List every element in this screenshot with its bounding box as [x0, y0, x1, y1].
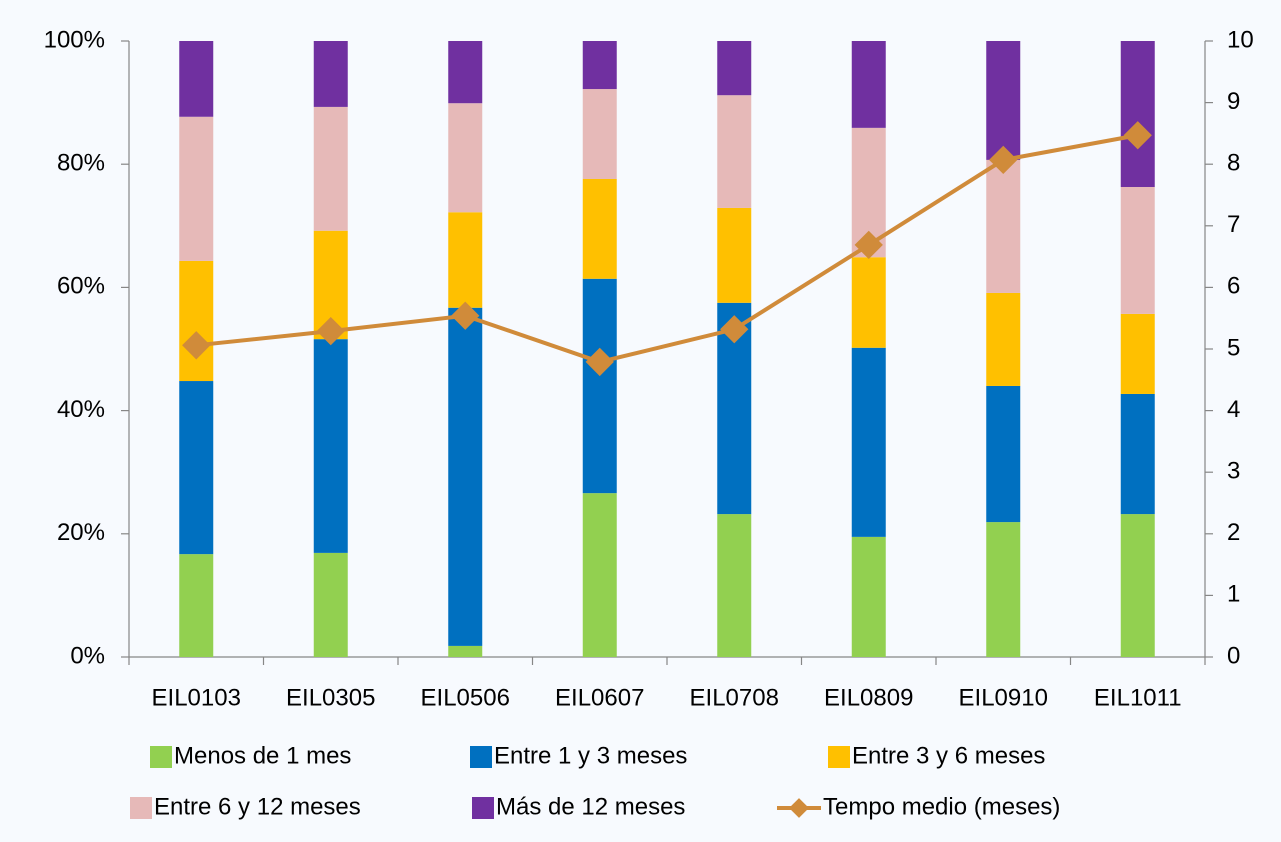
bar-segment	[717, 41, 752, 96]
bar-segment	[717, 95, 752, 208]
bar-segment	[986, 522, 1021, 657]
legend-label: Entre 3 y 6 meses	[852, 742, 1045, 769]
y2-tick-label: 7	[1227, 211, 1240, 238]
y2-tick-label: 10	[1227, 26, 1254, 53]
legend-swatch	[150, 746, 172, 768]
bar-segment	[1120, 313, 1155, 394]
bar-segment	[986, 159, 1021, 293]
bar-segment	[179, 381, 214, 555]
marker	[1123, 121, 1152, 150]
y2-tick-label: 6	[1227, 273, 1240, 300]
y2-tick-label: 0	[1227, 642, 1240, 669]
x-tick-label: EIL0103	[152, 684, 241, 711]
bar-segment	[313, 41, 348, 107]
marker	[854, 230, 883, 260]
bar-segment	[582, 41, 617, 90]
legend-swatch	[470, 746, 492, 768]
bar-segment	[179, 116, 214, 261]
y2-tick-label: 9	[1227, 88, 1240, 115]
bar-segment	[582, 178, 617, 279]
bar-segment	[448, 307, 483, 646]
bar-segment	[717, 207, 752, 303]
bar-segment	[851, 347, 886, 537]
x-tick-label: EIL0809	[824, 684, 913, 711]
x-tick-label: EIL0910	[959, 684, 1048, 711]
line	[196, 133, 1139, 365]
bar-segment	[986, 292, 1021, 386]
marker	[316, 316, 345, 346]
legend-label: Entre 6 y 12 meses	[154, 793, 361, 820]
x-tick-label: EIL0506	[421, 684, 510, 711]
bar-segment	[582, 493, 617, 657]
bar-segment	[582, 89, 617, 179]
marker	[451, 301, 480, 330]
bar-segment	[448, 645, 483, 657]
marker	[720, 315, 749, 344]
bar-segment	[851, 257, 886, 348]
bar-segment	[717, 514, 752, 657]
marker	[585, 347, 614, 377]
legend-swatch	[130, 797, 152, 819]
bar-segment	[582, 278, 617, 494]
bar-segment	[448, 103, 483, 213]
y2-tick-label: 2	[1227, 519, 1240, 546]
y2-tick-label: 4	[1227, 396, 1240, 423]
legend-marker	[789, 798, 809, 818]
x-tick-label: EIL0305	[286, 684, 375, 711]
legend-swatch	[472, 797, 494, 819]
bar-segment	[1120, 393, 1155, 515]
y-tick-label: 20%	[57, 519, 105, 546]
legend-swatch	[828, 746, 850, 768]
bar-segment	[851, 536, 886, 657]
bar-segment	[313, 106, 348, 231]
legend-label: Menos de 1 mes	[174, 742, 351, 769]
bar-segment	[1120, 186, 1155, 314]
x-tick-label: EIL1011	[1094, 684, 1182, 711]
y-tick-label: 100%	[44, 26, 105, 53]
marker	[989, 145, 1018, 175]
bar-segment	[179, 41, 214, 117]
y-tick-label: 60%	[57, 273, 105, 300]
y-tick-label: 40%	[57, 396, 105, 423]
bar-segment	[1120, 41, 1155, 187]
bar-segment	[179, 554, 214, 657]
bar-segment	[179, 260, 214, 382]
bar-segment	[986, 385, 1021, 523]
bar-segment	[448, 41, 483, 104]
bar-segment	[448, 212, 483, 308]
bar-segment	[313, 552, 348, 657]
bar-segment	[1120, 514, 1155, 657]
bar-segment	[986, 41, 1021, 160]
y2-tick-label: 1	[1227, 581, 1240, 608]
y2-tick-label: 8	[1227, 150, 1240, 177]
bar-segment	[851, 41, 886, 128]
legend-label: Tempo medio (meses)	[823, 793, 1060, 820]
y2-tick-label: 5	[1227, 334, 1240, 361]
legend-label: Entre 1 y 3 meses	[494, 742, 687, 769]
y-tick-label: 80%	[57, 150, 105, 177]
y2-tick-label: 3	[1227, 458, 1240, 485]
legend-label: Más de 12 meses	[496, 793, 685, 820]
bar-segment	[313, 339, 348, 553]
x-tick-label: EIL0607	[555, 684, 644, 711]
x-tick-label: EIL0708	[690, 684, 779, 711]
y-tick-label: 0%	[70, 642, 105, 669]
